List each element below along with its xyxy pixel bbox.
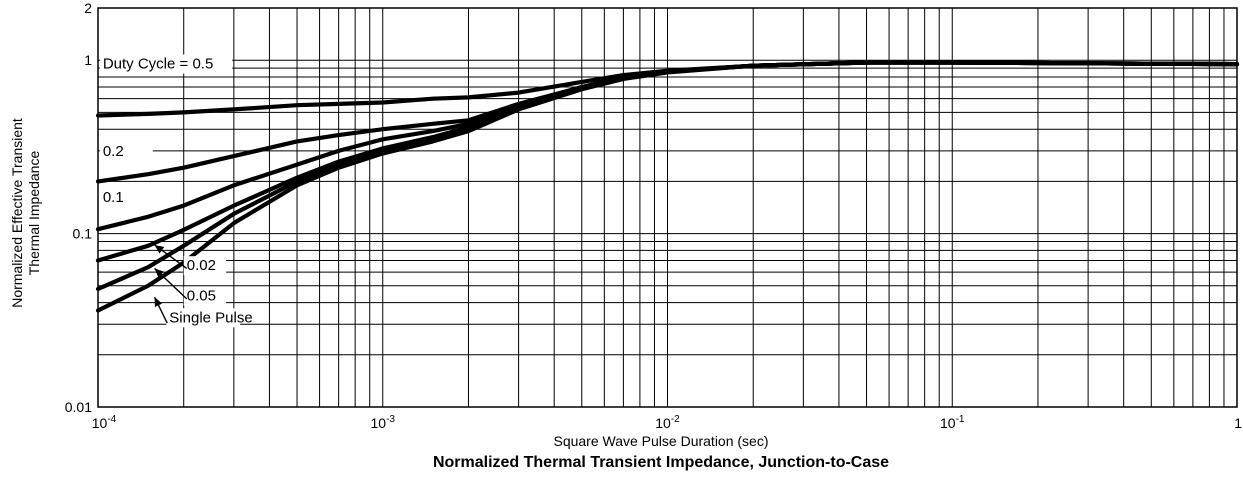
y-axis-title-line-2: Thermal Impedance: [26, 151, 42, 276]
curve-labels: Duty Cycle = 0.5 0.2 0.1 0.02 0.05 Single Pul…: [99, 54, 253, 328]
leader-arrowhead: [154, 244, 165, 254]
curve-label-mask: [166, 308, 241, 328]
leader-arrowhead: [154, 297, 163, 307]
x-tick-label: 10-4: [92, 414, 117, 431]
curve-label-mask: [183, 256, 227, 276]
x-tick-label: 10-1: [940, 414, 965, 431]
plot-frame: [97, 7, 1238, 408]
tick-labels: 10-4 10-3 10-2 10-1 1 0.01 0.1 1 2: [65, 0, 1242, 431]
curve-label: 0.2: [103, 143, 124, 160]
curve-label: Single Pulse: [169, 309, 252, 326]
curve-label-mask: [99, 142, 153, 162]
curve-label: 0.02: [187, 257, 216, 274]
y-tick-label: 1: [84, 52, 92, 68]
curve-label: Duty Cycle = 0.5: [103, 56, 213, 73]
y-tick-label: 0.1: [73, 226, 93, 242]
y-axis-title-line-1: Normalized Effective Transient: [9, 118, 25, 308]
curve-label-mask: [99, 188, 153, 208]
y-tick-label: 0.01: [65, 399, 92, 415]
curve-label-mask: [183, 286, 227, 306]
chart-title: Normalized Thermal Transient Impedance, …: [433, 454, 889, 471]
series-layer: [95, 60, 1240, 313]
curve-label: 0.1: [103, 189, 124, 206]
curve-label-mask: [99, 54, 233, 74]
x-axis-title: Square Wave Pulse Duration (sec): [553, 433, 768, 449]
x-tick-label: 10-3: [371, 414, 396, 431]
series-line: [95, 60, 1240, 313]
grid-lines: [97, 7, 1237, 408]
leader-arrowhead: [154, 268, 164, 278]
y-tick-label: 2: [84, 0, 92, 16]
x-tick-label: 10-2: [655, 414, 680, 431]
curve-label: 0.05: [187, 288, 216, 305]
x-tick-label: 1: [1234, 415, 1242, 431]
